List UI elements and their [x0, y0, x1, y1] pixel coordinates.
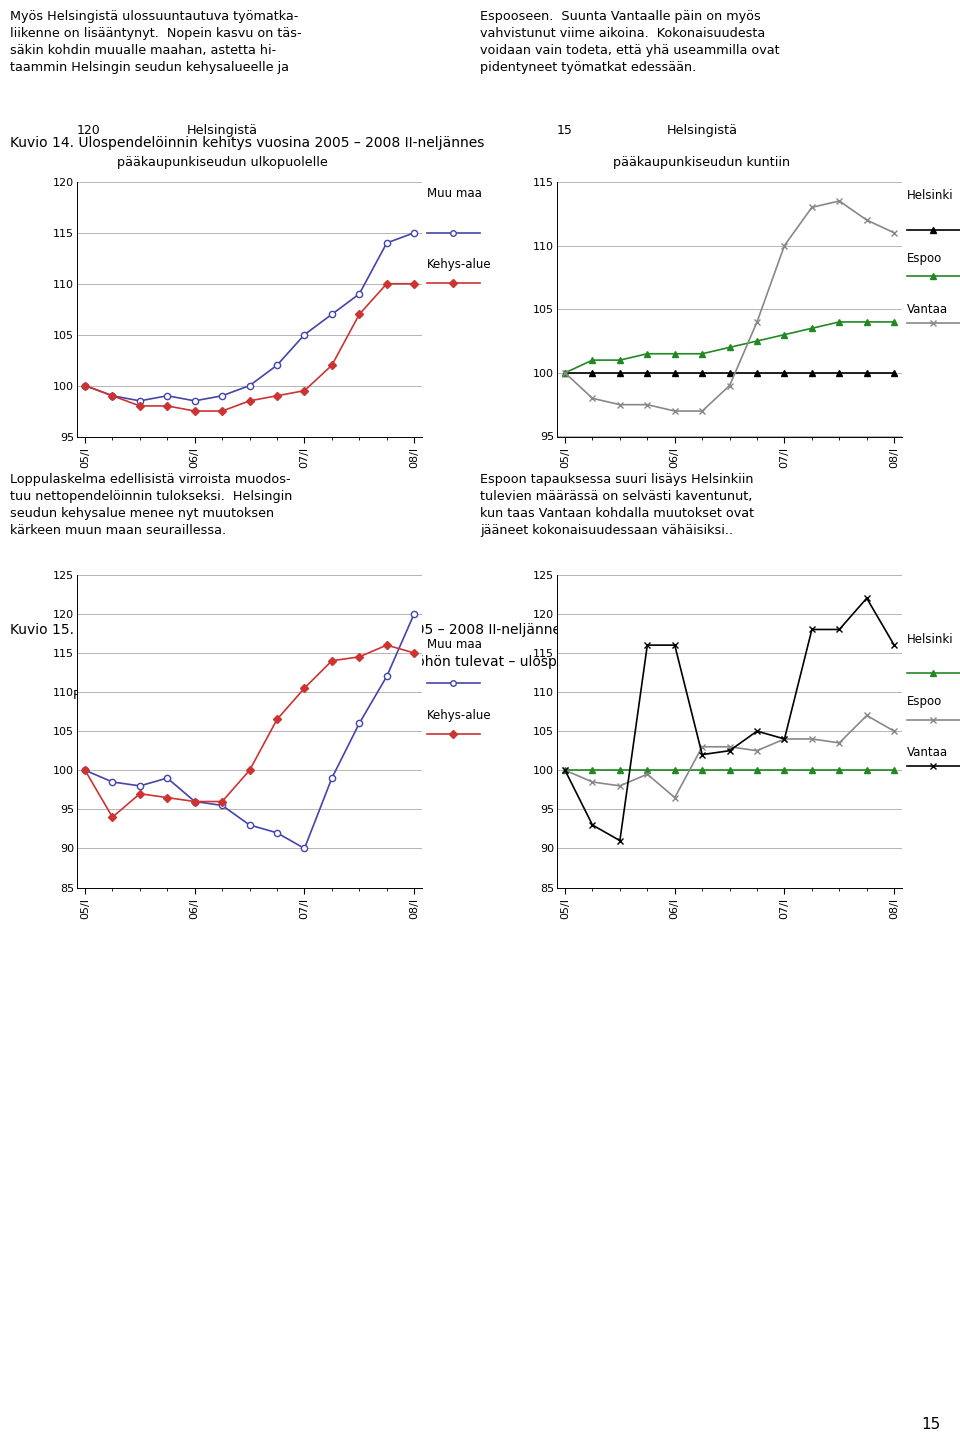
Text: 120: 120	[77, 124, 101, 137]
Text: Kaupunkiin työhön tulevat – ulospendelöivät: Kaupunkiin työhön tulevat – ulospendelöi…	[321, 655, 630, 669]
Text: Kehys-alue: Kehys-alue	[427, 259, 492, 271]
Text: Pääkaupunkiseudun sisäinen: Pääkaupunkiseudun sisäinen	[637, 690, 822, 701]
Text: Loppulaskelma edellisistä virroista muodos-
tuu nettopendelöinnin tulokseksi.  H: Loppulaskelma edellisistä virroista muod…	[10, 473, 292, 537]
Text: Helsinki: Helsinki	[907, 189, 954, 202]
Text: Espoo: Espoo	[907, 695, 943, 709]
Text: Helsingistä: Helsingistä	[186, 124, 257, 137]
Text: 15: 15	[922, 1417, 941, 1432]
Text: pääkaupunkiseudun ulkopuolelle: pääkaupunkiseudun ulkopuolelle	[116, 156, 327, 169]
Text: Vantaa: Vantaa	[907, 303, 948, 316]
Text: Kehys-alue: Kehys-alue	[427, 709, 492, 722]
Text: Espoon tapauksessa suuri lisäys Helsinkiin
tulevien määrässä on selvästi kaventu: Espoon tapauksessa suuri lisäys Helsinki…	[480, 473, 755, 537]
Text: Kuvio 15. Nettopendelöinnin kehitys Helsingissä aikana 2005 – 2008 II-neljännes: Kuvio 15. Nettopendelöinnin kehitys Hels…	[10, 623, 567, 637]
Text: Pääkaupunkiseudun ulkopuolinen: Pääkaupunkiseudun ulkopuolinen	[73, 690, 288, 701]
Text: Muu maa: Muu maa	[427, 637, 482, 650]
Text: Muu maa: Muu maa	[427, 188, 482, 201]
Text: Espoo: Espoo	[907, 252, 943, 265]
Text: Espooseen.  Suunta Vantaalle päin on myös
vahvistunut viime aikoina.  Kokonaisuu: Espooseen. Suunta Vantaalle päin on myös…	[480, 10, 780, 74]
Text: Myös Helsingistä ulossuuntautuva työmatka-
liikenne on lisääntynyt.  Nopein kasv: Myös Helsingistä ulossuuntautuva työmatk…	[10, 10, 301, 74]
Text: Vantaa: Vantaa	[907, 746, 948, 760]
Text: Helsingistä: Helsingistä	[666, 124, 737, 137]
Text: pääkaupunkiseudun kuntiin: pääkaupunkiseudun kuntiin	[613, 156, 790, 169]
Text: Kuvio 14. Ulospendelöinnin kehitys vuosina 2005 – 2008 II-neljännes: Kuvio 14. Ulospendelöinnin kehitys vuosi…	[10, 135, 484, 150]
Text: Helsinki: Helsinki	[907, 633, 954, 646]
Text: 15: 15	[557, 124, 573, 137]
